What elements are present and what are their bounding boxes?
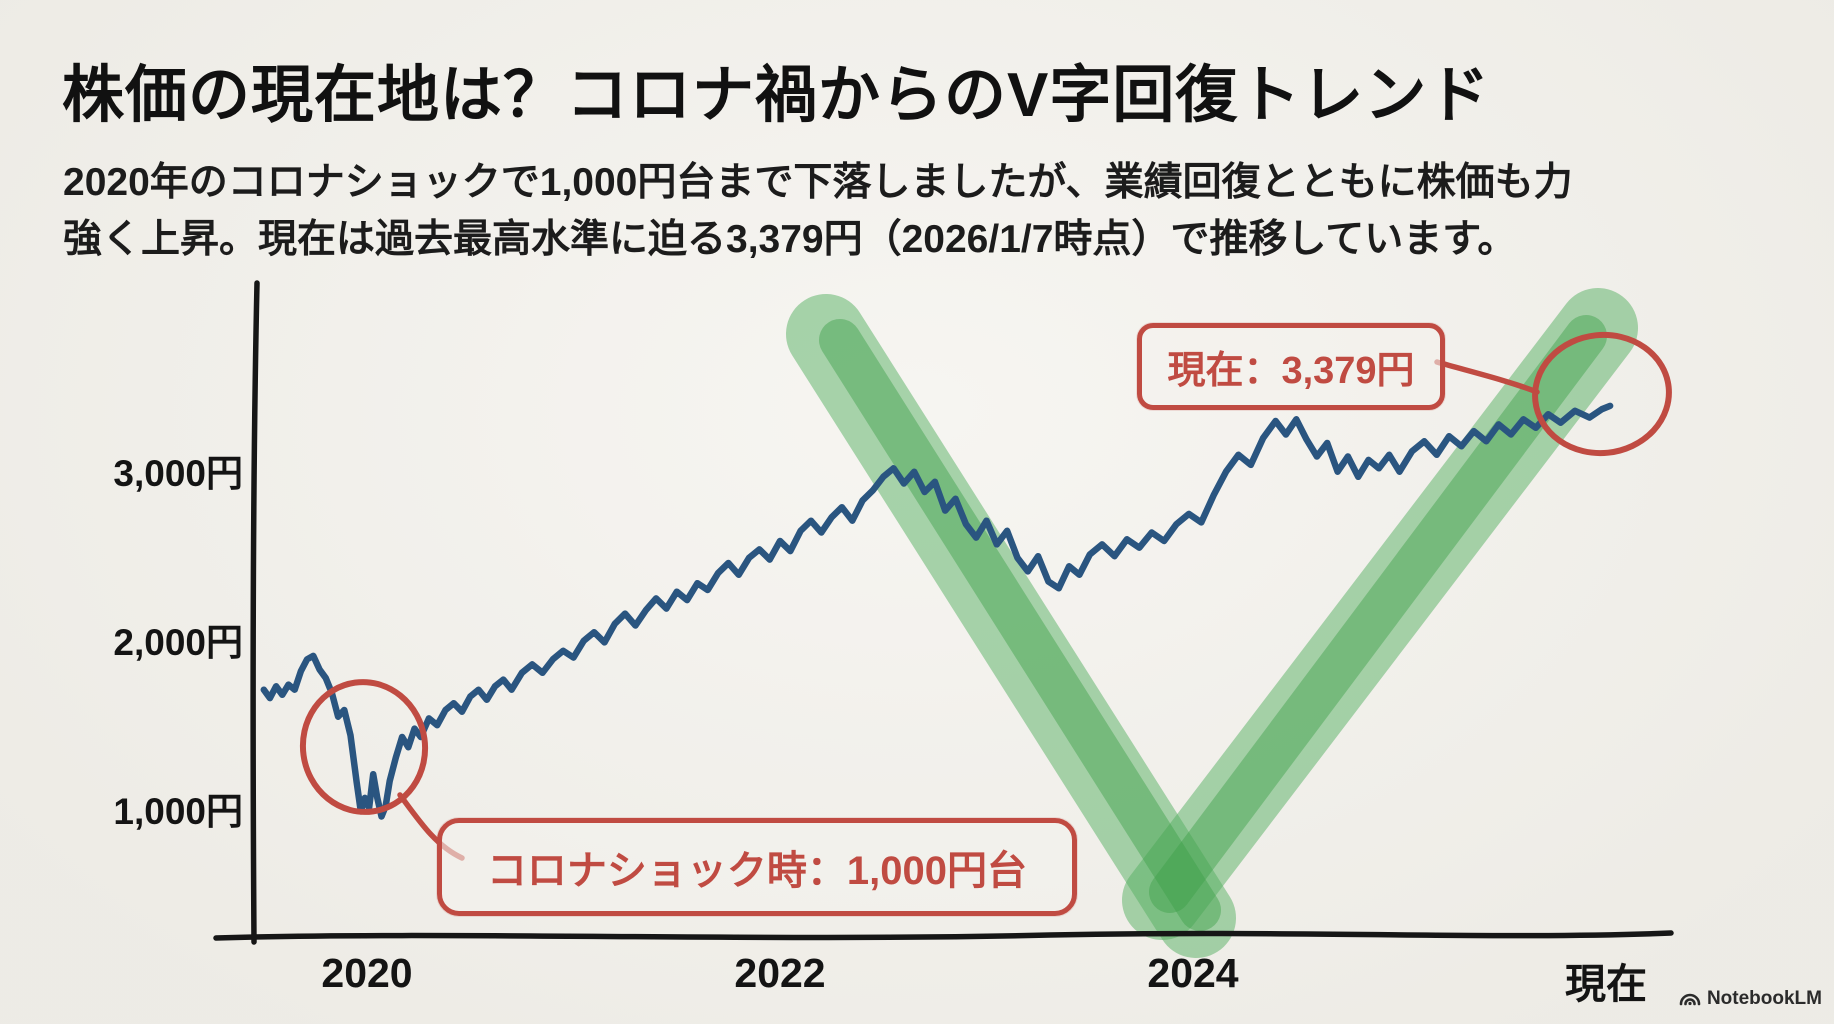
current-price-callout: 現在：3,379円 [1137,323,1445,410]
current-price-circle [1532,331,1672,457]
price-line [260,402,1614,820]
chart-axes [213,280,1674,945]
corona-shock-callout: コロナショック時：1,000円台 [437,818,1077,916]
current-price-callout-label: 現在：3,379円 [1167,350,1415,392]
corona-shock-callout-label: コロナショック時：1,000円台 [486,849,1028,893]
corona-dip-circle [299,679,429,815]
page-title: 株価の現在地は？コロナ禍からのV字回復トレンド [62,61,1491,130]
x-tick-label-0: 2020 [321,950,413,996]
x-tick-label-1: 2022 [734,950,826,996]
y-tick-label-0: 1,000円 [113,791,243,832]
current-connector-line [1434,359,1540,395]
notebooklm-branding: NotebookLM [1678,988,1822,1010]
x-tick-label-2: 2024 [1147,950,1239,996]
x-axis [213,930,1674,941]
y-tick-label-2: 3,000円 [113,453,243,494]
notebooklm-logo-icon [1679,993,1701,1006]
x-tick-label-3: 現在 [1565,961,1647,1007]
notebooklm-logo-text: NotebookLM [1706,988,1822,1009]
y-tick-label-1: 2,000円 [113,622,243,663]
y-axis [250,280,260,945]
page-subtitle: 2020年のコロナショックで1,000円台まで下落しましたが、業績回復とともに株… [63,154,1573,269]
subtitle-line-1: 2020年のコロナショックで1,000円台まで下落しましたが、業績回復とともに株… [63,161,1573,204]
subtitle-line-2: 強く上昇。現在は過去最高水準に迫る3,379円（2026/1/7時点）で推移して… [63,218,1517,262]
